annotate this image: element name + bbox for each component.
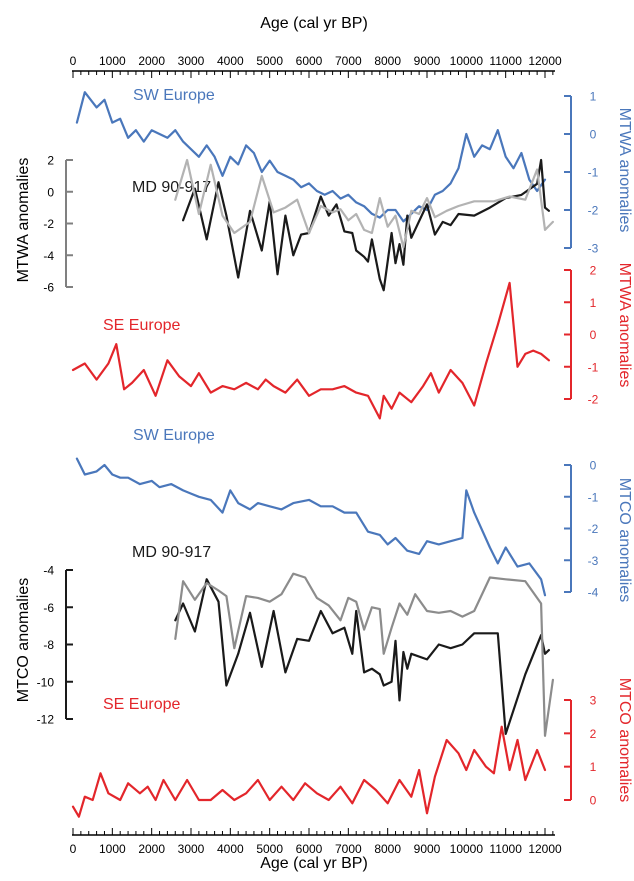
top-tick-label: 10000 [450, 54, 484, 68]
panel-5-y-tick-label: 0 [590, 794, 597, 808]
bottom-tick-label: 11000 [489, 842, 522, 856]
ylabel-md-mtwa: MTWA anomalies [15, 158, 32, 283]
bottom-tick-label: 1000 [99, 842, 126, 856]
panel-2-y-tick-label: 2 [590, 264, 597, 278]
panel-label-sw-mtco: SW Europe [133, 427, 215, 444]
top-tick-label: 12000 [528, 54, 562, 68]
bottom-tick-label: 12000 [528, 842, 562, 856]
ylabel-sw-mtwa: MTWA anomalies [616, 108, 633, 233]
panel-4-series-1-line [174, 572, 555, 737]
bottom-x-axis: 0 1000 2000 3000 4000 5000 6000 7000 8000 9000 100… [70, 828, 562, 856]
panel-5-y-tick-label: 1 [590, 760, 597, 774]
panel-label-md-mtwa: MD 90-917 [132, 179, 211, 196]
panel-3-y-tick-label: -4 [588, 586, 599, 600]
panel-2-y-tick-label: -1 [588, 360, 599, 374]
top-axis-title: Age (cal yr BP) [260, 15, 368, 32]
top-tick-label: 6000 [296, 54, 323, 68]
panel-4-y-tick-label: -12 [37, 713, 55, 727]
panel-4: -4 -6 -8 -10 -12 [37, 564, 555, 737]
panel-label-se-mtco: SE Europe [103, 696, 180, 713]
panel-0-y-tick-label: -3 [588, 242, 599, 256]
top-x-axis: 0 1000 2000 3000 4000 5000 6000 7000 8000 9000 100… [70, 54, 562, 78]
panel-1-series-1-line [174, 158, 555, 249]
top-tick-label: 11000 [489, 54, 522, 68]
chart-panels: 1 0 -1 -2 -3 2 0 -2 -4 -6 2 1 0 -1 -2 0 -1 -2 -3 -4 -4 -6 -8 -1… [37, 90, 599, 818]
panel-3-y-tick-label: -3 [588, 554, 599, 568]
bottom-tick-label: 0 [70, 842, 77, 856]
panel-1: 2 0 -2 -4 -6 [43, 154, 555, 295]
ylabel-sw-mtco: MTCO anomalies [616, 478, 633, 602]
ylabel-md-mtco: MTCO anomalies [15, 578, 32, 702]
panel-2-y-tick-label: 0 [590, 328, 597, 342]
panel-0-series-0-line [75, 91, 547, 223]
panel-1-y-tick-label: 0 [47, 185, 54, 199]
panel-0-y-tick-label: 0 [590, 128, 597, 142]
bottom-tick-label: 10000 [450, 842, 484, 856]
top-tick-label: 9000 [414, 54, 441, 68]
top-tick-label: 4000 [217, 54, 244, 68]
bottom-tick-label: 2000 [138, 842, 165, 856]
panel-3-y-tick-label: 0 [590, 459, 597, 473]
top-tick-label: 7000 [335, 54, 362, 68]
panel-1-series-0-line [182, 158, 551, 292]
top-tick-label: 3000 [178, 54, 205, 68]
panel-3-y-tick-label: -2 [588, 522, 599, 536]
top-tick-label: 5000 [256, 54, 283, 68]
ylabel-se-mtco: MTCO anomalies [616, 678, 633, 802]
bottom-tick-label: 8000 [374, 842, 401, 856]
bottom-tick-label: 7000 [335, 842, 362, 856]
panel-2-y-tick-label: 1 [590, 296, 597, 310]
panel-1-y-tick-label: 2 [47, 154, 54, 168]
bottom-axis-title: Age (cal yr BP) [260, 855, 368, 872]
panel-0-y-tick-label: -1 [588, 166, 599, 180]
ylabel-se-mtwa: MTWA anomalies [616, 263, 633, 388]
panel-4-y-tick-label: -6 [43, 601, 54, 615]
panel-5-y-tick-label: 2 [590, 727, 597, 741]
panel-5-series-0-line [71, 725, 547, 818]
panel-label-md-mtco: MD 90-917 [132, 544, 211, 561]
panel-3-y-tick-label: -1 [588, 490, 599, 504]
panel-5: 3 2 1 0 [71, 694, 597, 818]
top-tick-label: 8000 [374, 54, 401, 68]
panel-1-y-tick-label: -6 [43, 281, 54, 295]
panel-2: 2 1 0 -1 -2 [71, 264, 599, 420]
bottom-tick-label: 4000 [217, 842, 244, 856]
panel-4-y-tick-label: -8 [43, 638, 54, 652]
panel-4-y-tick-label: -4 [43, 564, 54, 578]
panel-3-series-0-line [75, 457, 547, 597]
panel-5-y-tick-label: 3 [590, 694, 597, 708]
top-tick-label: 2000 [138, 54, 165, 68]
top-tick-label: 0 [70, 54, 77, 68]
panel-0: 1 0 -1 -2 -3 [75, 90, 599, 256]
panel-2-series-0-line [71, 281, 551, 420]
panel-label-sw-mtwa: SW Europe [133, 87, 215, 104]
panel-4-series-0-line [174, 578, 551, 736]
panel-4-y-tick-label: -10 [37, 675, 55, 689]
panel-0-y-tick-label: 1 [590, 90, 597, 104]
panel-1-y-tick-label: -2 [43, 217, 54, 231]
panel-0-y-tick-label: -2 [588, 204, 599, 218]
panel-label-se-mtwa: SE Europe [103, 317, 180, 334]
top-tick-label: 1000 [99, 54, 126, 68]
bottom-tick-label: 6000 [296, 842, 323, 856]
bottom-tick-label: 3000 [178, 842, 205, 856]
bottom-tick-label: 5000 [256, 842, 283, 856]
panel-2-y-tick-label: -2 [588, 393, 599, 407]
panel-1-y-tick-label: -4 [43, 249, 54, 263]
bottom-tick-label: 9000 [414, 842, 441, 856]
panel-3: 0 -1 -2 -3 -4 [75, 457, 599, 600]
